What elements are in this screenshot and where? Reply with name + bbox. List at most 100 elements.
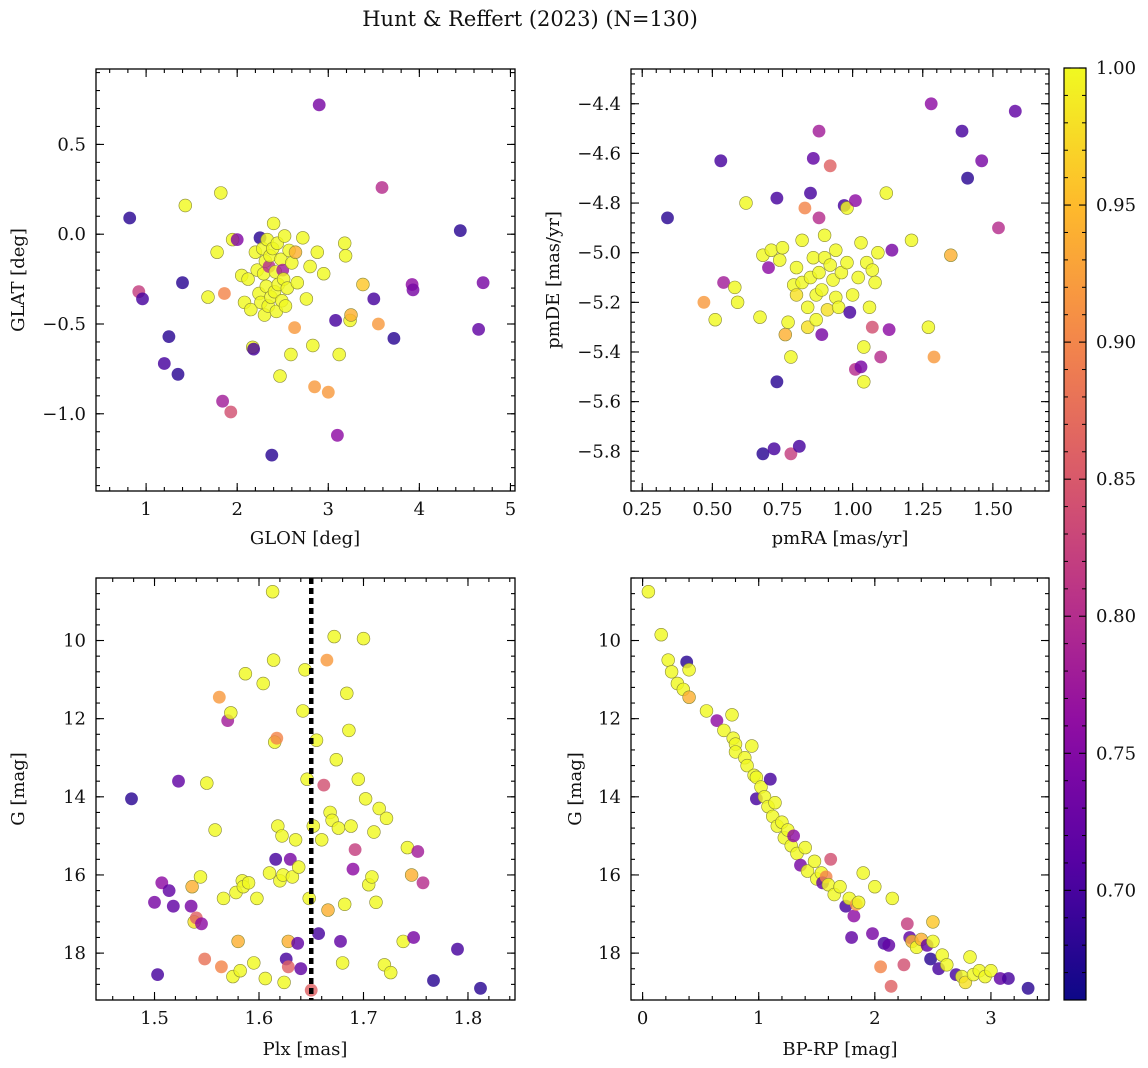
data-point [820, 303, 835, 317]
data-point [699, 704, 714, 718]
data-point [664, 665, 679, 679]
data-point [407, 931, 420, 944]
data-point [854, 236, 868, 250]
data-point [714, 154, 728, 168]
data-point [851, 270, 865, 285]
data-point [125, 792, 138, 806]
data-point [296, 231, 310, 245]
data-point [476, 276, 490, 290]
y-tick-label: −5.0 [577, 243, 621, 264]
data-point [784, 447, 798, 461]
data-point [278, 299, 293, 313]
x-tick-label: 1.8 [454, 1008, 483, 1029]
data-point [338, 249, 353, 263]
y-tick-label: −4.6 [577, 143, 621, 164]
axes-frame [630, 577, 1050, 1001]
data-point [795, 233, 809, 248]
data-point [308, 380, 321, 394]
data-point [285, 870, 300, 884]
data-point [291, 936, 305, 950]
data-point [340, 686, 354, 700]
data-point [843, 305, 857, 319]
data-point [331, 821, 346, 835]
x-tick-label: 1.6 [245, 1008, 274, 1029]
axes-frame [95, 68, 516, 492]
data-point [427, 974, 440, 987]
data-point [247, 342, 260, 356]
data-point [367, 292, 381, 306]
data-point [230, 233, 244, 247]
data-point [770, 191, 784, 205]
data-point [812, 265, 826, 280]
data-point [806, 251, 820, 265]
data-point [241, 876, 256, 890]
y-tick-label: −5.4 [577, 342, 621, 363]
y-axis-label: G [mag] [8, 752, 29, 825]
data-point [474, 981, 487, 995]
data-point [762, 261, 775, 274]
data-point [281, 960, 295, 974]
data-point [166, 899, 180, 913]
y-tick-label: 10 [598, 631, 621, 652]
data-point [288, 321, 301, 334]
x-tick-label: 1.50 [973, 499, 1013, 520]
x-tick-label: 3 [323, 499, 334, 520]
data-point [924, 952, 937, 966]
data-point [356, 631, 371, 646]
x-tick-label: 0 [637, 1008, 648, 1029]
data-point [178, 198, 193, 213]
data-point [654, 627, 668, 642]
data-point [162, 330, 176, 343]
data-point [812, 124, 826, 138]
data-point [200, 776, 214, 790]
data-point [807, 854, 822, 868]
colorbar-tick-label: 0.80 [1096, 606, 1136, 627]
data-point [292, 860, 306, 874]
data-point [238, 666, 253, 681]
colorbar-tick-label: 0.90 [1096, 332, 1136, 353]
data-point [840, 201, 854, 215]
data-point [406, 283, 420, 297]
data-point [296, 704, 310, 718]
data-point [961, 171, 974, 185]
data-point [411, 845, 425, 858]
data-point [365, 870, 379, 884]
data-point [849, 194, 862, 208]
data-point [216, 394, 230, 408]
data-point [372, 317, 385, 331]
data-point [215, 960, 228, 974]
data-point [789, 288, 804, 302]
data-point [404, 868, 419, 882]
data-point [317, 778, 331, 792]
figure-title: Hunt & Reffert (2023) (N=130) [362, 7, 698, 31]
panel-plx-g: 1.5 1.6 1.7 1.8 10 12 14 16 18 Plx [mas] G [mag] [8, 577, 516, 1060]
x-axis-label: GLON [deg] [250, 528, 360, 549]
data-point [823, 159, 837, 173]
data-point [384, 965, 398, 980]
data-point [767, 442, 781, 456]
y-tick-label: −4.4 [577, 94, 621, 115]
data-point [275, 829, 289, 843]
y-tick-label: 16 [63, 865, 86, 886]
data-point [303, 259, 317, 274]
data-point [348, 843, 362, 856]
data-point [845, 931, 858, 944]
data-point [874, 350, 888, 364]
data-point [334, 935, 347, 948]
data-point [944, 248, 958, 262]
data-point [812, 211, 826, 225]
data-point [265, 448, 279, 462]
data-point [856, 866, 870, 880]
ticks [631, 69, 1049, 492]
data-point [885, 243, 899, 257]
data-point [800, 864, 815, 878]
data-point [269, 852, 283, 866]
data-point [256, 676, 270, 691]
data-point [416, 876, 430, 890]
colorbar-tick-label: 1.00 [1096, 58, 1136, 79]
colorbar-tick-label: 0.95 [1096, 195, 1136, 216]
data-point [306, 338, 320, 353]
colorbar: 0.70 0.75 0.80 0.85 0.90 0.95 1.00 [1063, 58, 1136, 1001]
data-point [288, 245, 303, 259]
